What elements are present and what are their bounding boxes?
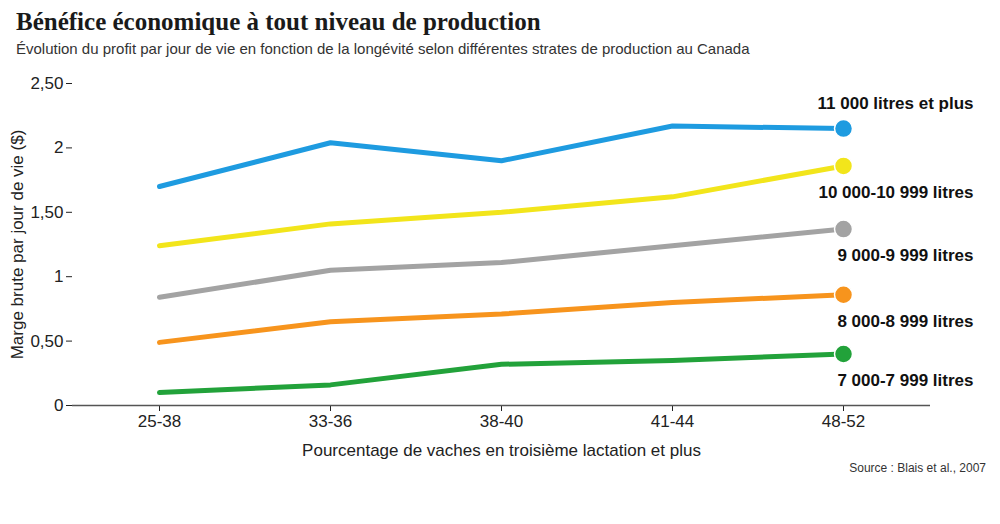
svg-text:1: 1: [54, 267, 63, 286]
svg-text:Pourcentage de vaches en trois: Pourcentage de vaches en troisième lacta…: [302, 441, 701, 460]
html-text:Évolution du profit par jour d: Évolution du profit par jour de vie en f…: [16, 40, 750, 57]
svg-text:48-52: 48-52: [822, 412, 865, 431]
svg-text:1,50: 1,50: [30, 203, 63, 222]
svg-text:10 000-10 999 litres: 10 000-10 999 litres: [818, 183, 973, 202]
svg-text:11 000 litres et plus: 11 000 litres et plus: [818, 94, 974, 113]
svg-text:25-38: 25-38: [138, 412, 181, 431]
svg-text:41-44: 41-44: [651, 412, 694, 431]
svg-text:2,50: 2,50: [30, 74, 63, 93]
html-text:Bénéfice économique à tout niv: Bénéfice économique à tout niveau de pro…: [16, 8, 541, 35]
svg-text:7 000-7 999 litres: 7 000-7 999 litres: [837, 371, 973, 390]
svg-text:8 000-8 999 litres: 8 000-8 999 litres: [837, 312, 973, 331]
svg-text:9 000-9 999 litres: 9 000-9 999 litres: [837, 246, 973, 265]
svg-text:0: 0: [54, 396, 63, 415]
svg-text:Marge brute par jour de vie ($: Marge brute par jour de vie ($): [8, 130, 27, 360]
svg-text:0,50: 0,50: [30, 332, 63, 351]
svg-text:33-36: 33-36: [309, 412, 352, 431]
svg-text:38-40: 38-40: [480, 412, 523, 431]
html-text:Source : Blais et al., 2007: Source : Blais et al., 2007: [849, 461, 986, 475]
svg-text:2: 2: [54, 138, 63, 157]
